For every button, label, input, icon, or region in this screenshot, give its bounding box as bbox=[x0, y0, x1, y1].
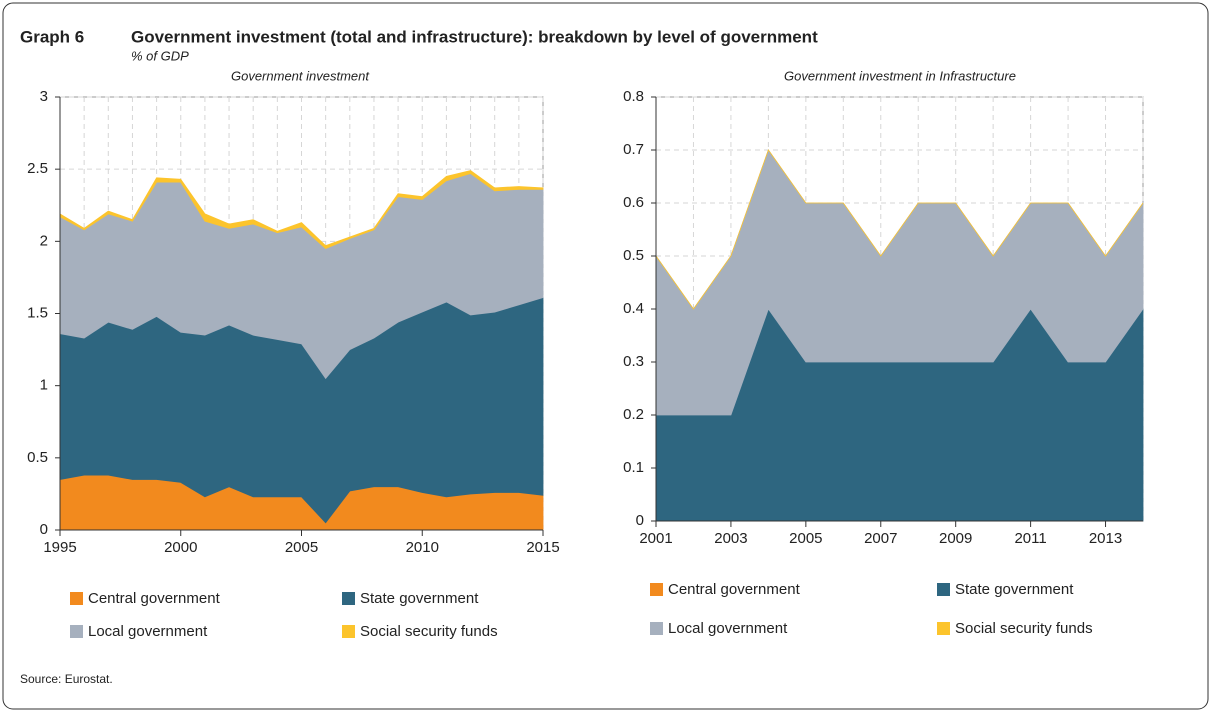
legend-label: Central government bbox=[88, 590, 221, 607]
legend-label: Social security funds bbox=[955, 620, 1093, 637]
y-tick-label: 0.4 bbox=[623, 300, 644, 317]
graph-label: Graph 6 bbox=[20, 27, 84, 46]
y-tick-label: 2.5 bbox=[27, 160, 48, 177]
graph-title: Government investment (total and infrast… bbox=[131, 27, 818, 46]
legend-label: State government bbox=[360, 590, 479, 607]
area bbox=[59, 170, 544, 250]
x-tick-label: 2013 bbox=[1089, 530, 1122, 547]
chart-subtitle: Government investment in Infrastructure bbox=[784, 68, 1016, 83]
legend-label: Local government bbox=[88, 623, 208, 640]
y-tick-label: 0.2 bbox=[623, 406, 644, 423]
legend-swatch bbox=[342, 592, 355, 605]
source: Source: Eurostat. bbox=[20, 672, 113, 686]
y-tick-label: 0 bbox=[40, 521, 48, 538]
legend-swatch bbox=[937, 622, 950, 635]
y-tick-label: 0.3 bbox=[623, 353, 644, 370]
x-tick-label: 2007 bbox=[864, 530, 897, 547]
x-tick-label: 2015 bbox=[526, 539, 559, 556]
legend-label: Social security funds bbox=[360, 623, 498, 640]
x-tick-label: 1995 bbox=[43, 539, 76, 556]
y-tick-label: 0.1 bbox=[623, 459, 644, 476]
y-tick-label: 0.6 bbox=[623, 194, 644, 211]
y-tick-label: 0.5 bbox=[27, 449, 48, 466]
legend-label: Central government bbox=[668, 581, 801, 598]
chart-subtitle: Government investment bbox=[231, 68, 370, 83]
graph-subtitle: % of GDP bbox=[131, 48, 189, 63]
y-tick-label: 3 bbox=[40, 88, 48, 105]
y-tick-label: 0.7 bbox=[623, 141, 644, 158]
x-tick-label: 2005 bbox=[789, 530, 822, 547]
legend-swatch bbox=[650, 622, 663, 635]
x-tick-label: 2001 bbox=[639, 530, 672, 547]
legend-swatch bbox=[70, 592, 83, 605]
x-tick-label: 2010 bbox=[406, 539, 439, 556]
y-tick-label: 1.5 bbox=[27, 304, 48, 321]
legend-label: Local government bbox=[668, 620, 788, 637]
x-tick-label: 2000 bbox=[164, 539, 197, 556]
x-tick-label: 2003 bbox=[714, 530, 747, 547]
x-tick-label: 2009 bbox=[939, 530, 972, 547]
area bbox=[655, 149, 1144, 310]
x-tick-label: 2005 bbox=[285, 539, 318, 556]
legend-label: State government bbox=[955, 581, 1074, 598]
legend-swatch bbox=[937, 583, 950, 596]
y-tick-label: 0.8 bbox=[623, 88, 644, 105]
legend-swatch bbox=[342, 625, 355, 638]
legend-swatch bbox=[650, 583, 663, 596]
y-tick-label: 0.5 bbox=[623, 247, 644, 264]
y-tick-label: 2 bbox=[40, 232, 48, 249]
legend-swatch bbox=[70, 625, 83, 638]
x-tick-label: 2011 bbox=[1014, 530, 1046, 547]
y-tick-label: 1 bbox=[40, 377, 48, 394]
y-tick-label: 0 bbox=[636, 512, 644, 529]
